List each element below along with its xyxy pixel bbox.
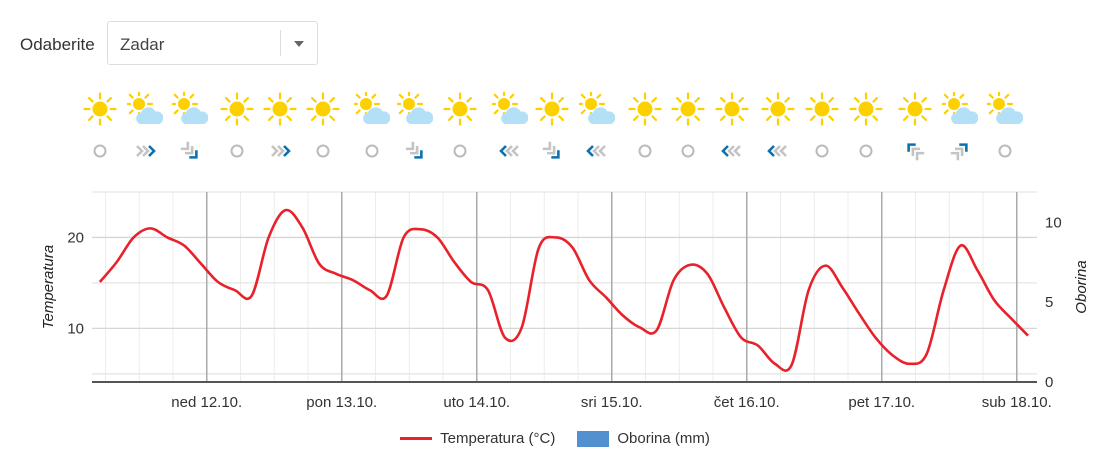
calm-wind-icon — [675, 141, 701, 161]
partly-cloudy-icon — [124, 89, 164, 128]
legend-box-swatch — [577, 430, 610, 447]
y2-tick-label: 10 — [1045, 214, 1062, 231]
wind-w-arrow-icon — [584, 141, 610, 161]
wind-w-arrow-icon — [719, 141, 745, 161]
selector-label: Odaberite — [20, 35, 95, 54]
partly-cloudy-icon — [576, 89, 616, 128]
x-tick-label: ned 12.10. — [171, 394, 242, 411]
wind-ne-arrow-icon — [947, 141, 973, 161]
x-tick-label: sub 18.10. — [982, 394, 1052, 411]
sun-icon — [714, 92, 750, 128]
legend-item-precipitation[interactable]: Oborina (mm) — [577, 430, 710, 447]
calm-wind-icon — [310, 141, 336, 161]
sun-icon — [305, 92, 341, 128]
x-tick-label: čet 16.10. — [714, 394, 780, 411]
legend-item-temperature[interactable]: Temperatura (°C) — [400, 430, 555, 447]
calm-wind-icon — [224, 141, 250, 161]
wind-w-arrow-icon — [497, 141, 523, 161]
partly-cloudy-icon — [169, 89, 209, 128]
calm-wind-icon — [87, 141, 113, 161]
location-select-value: Zadar — [120, 35, 165, 54]
wind-se-arrow-icon — [177, 141, 203, 161]
wind-w-arrow-icon — [765, 141, 791, 161]
sun-icon — [670, 92, 706, 128]
wind-e-arrow-icon — [267, 141, 293, 161]
sun-icon — [534, 92, 570, 128]
y2-tick-label: 0 — [1045, 374, 1053, 391]
sun-icon — [262, 92, 298, 128]
sun-icon — [848, 92, 884, 128]
select-divider — [280, 30, 281, 56]
location-select[interactable]: Zadar — [107, 21, 318, 65]
wind-e-arrow-icon — [132, 141, 158, 161]
temperature-precipitation-chart: ned 12.10. pon 13.10. uto 14.10. sri 15.10.… — [40, 191, 1090, 411]
chevron-down-icon — [294, 41, 304, 47]
partly-cloudy-icon — [984, 89, 1024, 128]
chart-legend: Temperatura (°C) Oborina (mm) — [0, 430, 1110, 447]
partly-cloudy-icon — [394, 89, 434, 128]
x-tick-label: pon 13.10. — [306, 394, 377, 411]
x-tick-label: sri 15.10. — [581, 394, 643, 411]
wind-nw-arrow-icon — [902, 141, 928, 161]
x-tick-label: uto 14.10. — [443, 394, 510, 411]
partly-cloudy-icon — [489, 89, 529, 128]
y-tick-label: 20 — [67, 229, 84, 246]
sun-icon — [82, 92, 118, 128]
sun-icon — [897, 92, 933, 128]
calm-wind-icon — [359, 141, 385, 161]
sun-icon — [442, 92, 478, 128]
calm-wind-icon — [992, 141, 1018, 161]
partly-cloudy-icon — [939, 89, 979, 128]
wind-se-arrow-icon — [539, 141, 565, 161]
legend-label: Temperatura (°C) — [440, 430, 556, 447]
legend-line-swatch — [400, 437, 433, 440]
y-axis-title: Temperatura — [40, 245, 57, 330]
calm-wind-icon — [447, 141, 473, 161]
calm-wind-icon — [632, 141, 658, 161]
legend-label: Oborina (mm) — [617, 430, 710, 447]
wind-se-arrow-icon — [402, 141, 428, 161]
sun-icon — [804, 92, 840, 128]
sun-icon — [219, 92, 255, 128]
partly-cloudy-icon — [351, 89, 391, 128]
y2-tick-label: 5 — [1045, 294, 1053, 311]
calm-wind-icon — [809, 141, 835, 161]
y2-axis-title: Oborina — [1073, 260, 1090, 313]
y-tick-label: 10 — [67, 320, 84, 337]
sun-icon — [760, 92, 796, 128]
x-tick-label: pet 17.10. — [848, 394, 915, 411]
calm-wind-icon — [853, 141, 879, 161]
sun-icon — [627, 92, 663, 128]
temperature-line — [98, 208, 1029, 372]
